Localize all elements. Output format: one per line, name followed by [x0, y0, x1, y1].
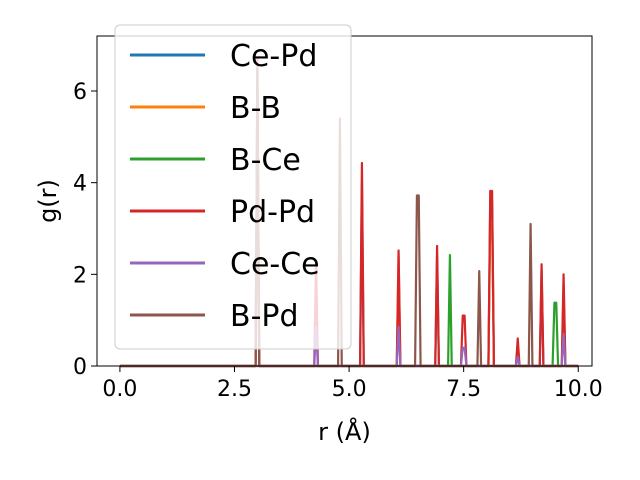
- x-tick-label: 10.0: [554, 377, 603, 402]
- legend: Ce-Pd B-B B-Ce Pd-Pd Ce-Ce B-Pd: [114, 24, 352, 350]
- x-tick-label: 2.5: [217, 377, 252, 402]
- y-tick-label: 6: [73, 80, 87, 105]
- y-axis-label: g(r): [34, 179, 62, 223]
- legend-label: B-Ce: [230, 143, 301, 178]
- legend-label: Pd-Pd: [230, 195, 315, 230]
- legend-label: Ce-Ce: [230, 247, 320, 282]
- y-tick-label: 0: [73, 355, 87, 380]
- legend-label: Ce-Pd: [230, 39, 317, 74]
- y-tick-label: 4: [73, 172, 87, 197]
- legend-label: B-B: [230, 91, 281, 126]
- y-tick-label: 2: [73, 263, 87, 288]
- legend-label: B-Pd: [230, 299, 299, 334]
- x-tick-label: 0.0: [102, 377, 137, 402]
- x-tick-label: 5.0: [332, 377, 367, 402]
- x-tick-label: 7.5: [446, 377, 481, 402]
- x-axis-label: r (Å): [318, 417, 371, 446]
